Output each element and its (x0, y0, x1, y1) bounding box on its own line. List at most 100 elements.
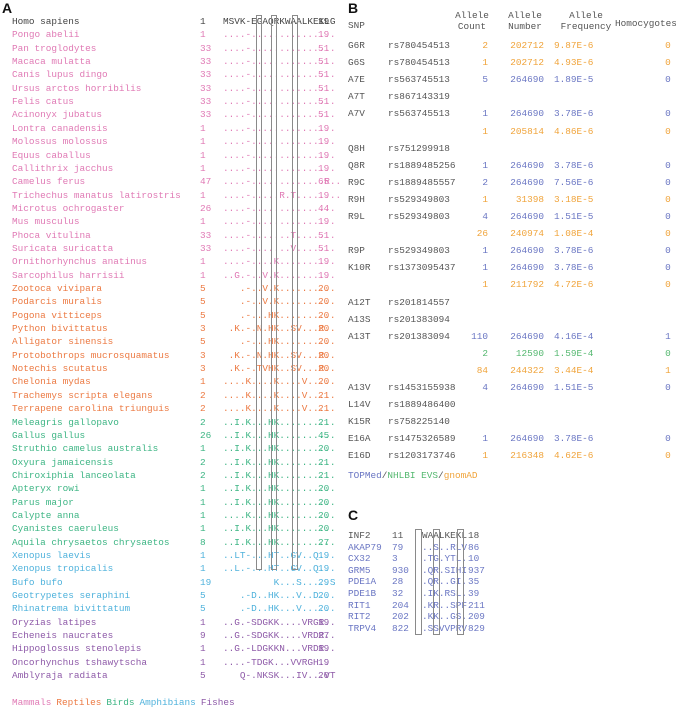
allele-number: 264690 (510, 330, 544, 342)
species-name: Oncorhynchus tshawytscha (12, 656, 148, 668)
end-position: 51 (318, 229, 330, 241)
sequence: WAALKEKL (422, 530, 468, 541)
rs-id: rs1203173746 (388, 450, 456, 462)
start-position: 2 (200, 389, 206, 401)
snp-id: A7E (348, 74, 365, 86)
allele-number: 12590 (515, 347, 544, 359)
sequence: ....K...HK.......... (223, 509, 336, 521)
end-position: 21 (318, 469, 330, 481)
start-position: 8 (200, 536, 206, 548)
end-position: 19 (318, 29, 330, 41)
allele-frequency: 3.78E-6 (554, 433, 594, 445)
start-position: 33 (200, 242, 212, 254)
species-name: Oxyura jamaicensis (12, 456, 114, 468)
sequence: ....-............... (223, 162, 336, 174)
species-name: Trachemys scripta elegans (12, 389, 153, 401)
sequence: ....-............... (223, 29, 336, 41)
end-position: 20 (318, 603, 330, 615)
start-position: 5 (200, 590, 206, 602)
species-name: Cyanistes caeruleus (12, 523, 119, 535)
allele-frequency: 1.08E-4 (554, 228, 594, 240)
start-position: 33 (200, 109, 212, 121)
end-position: 86 (468, 541, 480, 553)
sequence: .-...HK.......... (223, 336, 336, 348)
species-name: Microtus ochrogaster (12, 202, 125, 214)
protein-name: AKAP79 (348, 541, 382, 553)
homozygotes: 0 (665, 228, 671, 240)
homozygotes: 0 (665, 125, 671, 137)
start-position: 1 (200, 122, 206, 134)
species-name: Struthio camelus australis (12, 443, 159, 455)
end-position: 21 (318, 416, 330, 428)
start-position: 5 (200, 603, 206, 615)
end-position: 21 (318, 456, 330, 468)
homozygotes: 0 (665, 57, 671, 69)
species-name: Canis lupus dingo (12, 69, 108, 81)
sequence: ..LT-...HT..GV..Q... (223, 550, 336, 561)
start-position: 1 (200, 643, 206, 655)
sequence: ..L.-...HT..GV..Q... (223, 563, 336, 575)
allele-frequency: 1.51E-5 (554, 211, 594, 222)
species-name: Protobothrops mucrosquamatus (12, 349, 170, 361)
start-position: 1 (200, 149, 206, 161)
snp-id: A7T (348, 91, 365, 103)
header-homocygotes: Homocygotes (615, 18, 676, 29)
source-gno: gnomAD (443, 470, 478, 481)
allele-count: 26 (476, 228, 488, 240)
start-position: 79 (392, 541, 404, 553)
allele-number: 205814 (510, 125, 544, 137)
species-name: Macaca mulatta (12, 56, 91, 68)
sequence: ....-............... (223, 69, 336, 81)
start-position: 3 (200, 323, 206, 335)
allele-count: 1 (482, 433, 488, 445)
allele-count: 1 (482, 193, 488, 205)
sequence: ....-............... (223, 96, 336, 108)
sequence: MSVK-EGAQRKWAALKEKLG (223, 16, 336, 27)
homozygotes: 0 (665, 108, 671, 120)
sequence: .K.-.TVHK..SV...R.. (223, 363, 336, 375)
species-name: Alligator sinensis (12, 336, 114, 348)
end-position: 18 (468, 530, 480, 541)
species-name: Callithrix jacchus (12, 162, 114, 174)
snp-id: Q8R (348, 159, 365, 171)
rs-id: rs563745513 (388, 74, 450, 86)
alignment-column-box-l2 (292, 15, 298, 570)
allele-frequency: 1.51E-5 (554, 382, 594, 393)
end-position: 19 (318, 550, 330, 561)
start-position: 1 (200, 656, 206, 668)
rs-id: rs529349803 (388, 193, 450, 205)
allele-frequency: 3.78E-6 (554, 245, 594, 257)
snp-id: R9L (348, 211, 365, 222)
header-snp: SNP (348, 20, 365, 31)
end-position: 21 (318, 403, 330, 415)
panel-b-label: B (348, 0, 359, 16)
species-name: Apteryx rowi (12, 483, 80, 495)
species-name: Chelonia mydas (12, 376, 91, 388)
end-position: 19 (318, 149, 330, 161)
end-position: 937 (468, 564, 485, 576)
rs-id: rs1889486400 (388, 399, 456, 411)
start-position: 1 (200, 29, 206, 41)
rs-id: rs1889485256 (388, 159, 456, 171)
allele-count: 1 (482, 279, 488, 291)
protein-name: PDE1A (348, 576, 377, 588)
sequence: .TG.YTL. (422, 553, 468, 565)
allele-number: 264690 (510, 382, 544, 393)
sequence: .SSVVPRV (422, 622, 468, 634)
sequence: ....-.............R.. (223, 176, 342, 188)
species-name: Molossus molossus (12, 136, 108, 148)
end-position: 20 (318, 323, 330, 335)
sequence: .-..V.K.......... (223, 296, 336, 308)
start-position: 2 (200, 469, 206, 481)
end-position: 27 (318, 630, 330, 642)
c-column-box-l (433, 529, 440, 635)
sequence: ..I.K...HK.......... (223, 523, 336, 535)
start-position: 930 (392, 564, 409, 576)
end-position: 20 (318, 283, 330, 294)
sequence: ..I.K...HK.......... (223, 443, 336, 455)
sequence: .IK.RSL. (422, 588, 468, 599)
sequence: ....-............... (223, 149, 336, 161)
allele-count: 1 (482, 262, 488, 274)
start-position: 33 (200, 82, 212, 94)
sequence: .KK..GS. (422, 611, 468, 623)
